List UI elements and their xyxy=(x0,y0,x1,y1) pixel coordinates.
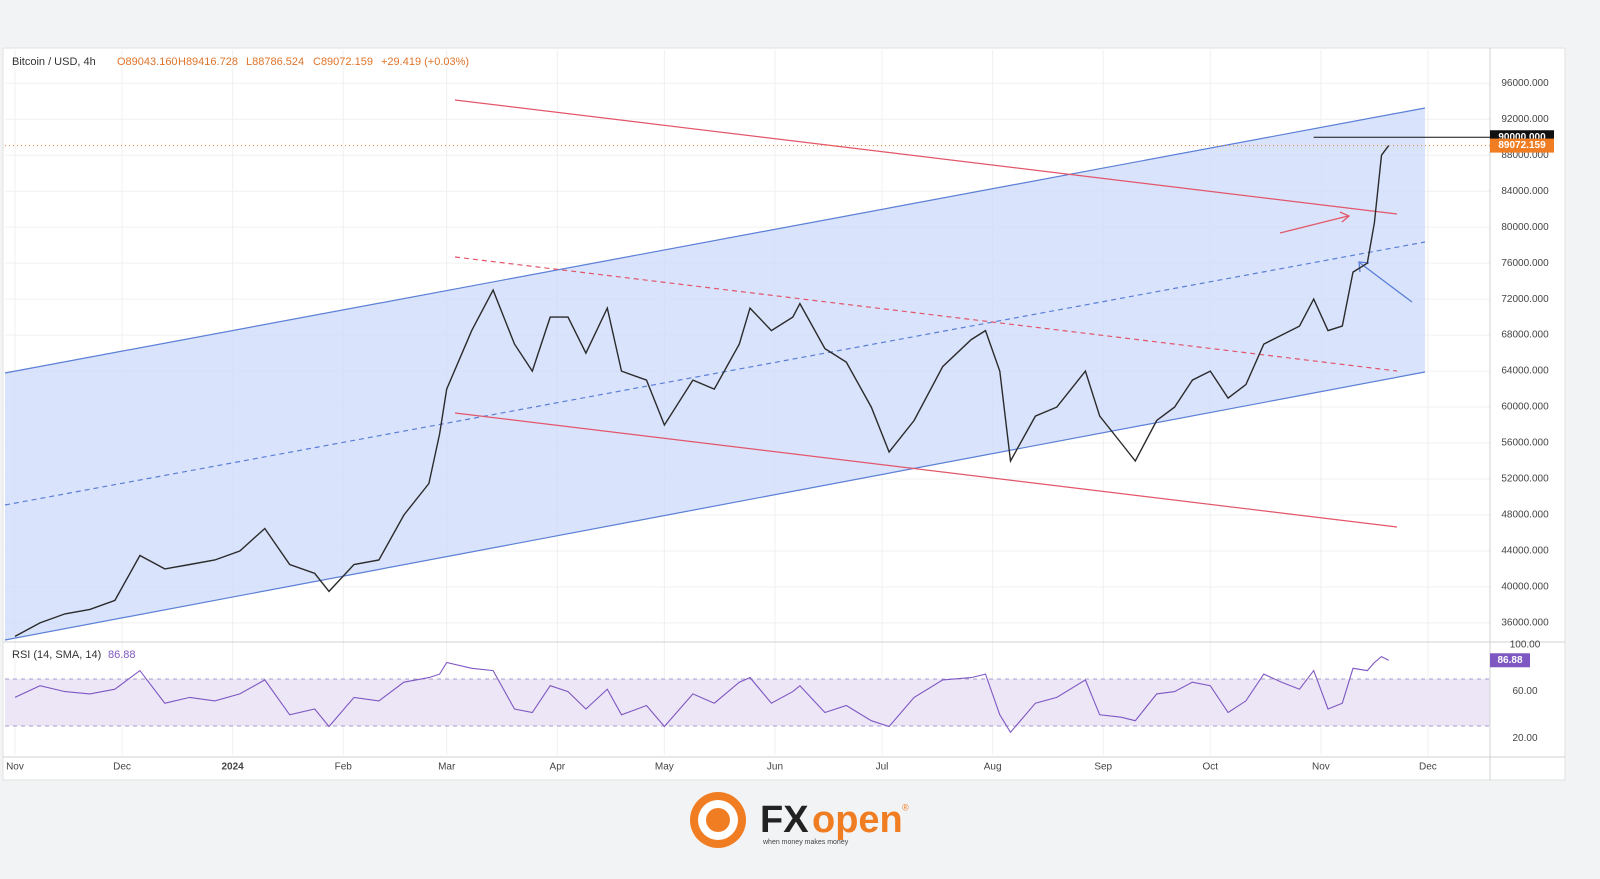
x-tick-label: Nov xyxy=(1312,762,1330,773)
plot xyxy=(5,136,1490,734)
arrow-red-head xyxy=(1339,211,1351,223)
x-tick-label: Aug xyxy=(984,762,1002,773)
x-tick-label: Sep xyxy=(1094,762,1112,773)
y-tick-label: 48000.000 xyxy=(1501,510,1549,521)
y-tick-label: 72000.000 xyxy=(1501,294,1549,305)
change: +29.419 (+0.03%) xyxy=(381,56,469,68)
logo-open: open xyxy=(812,799,903,841)
y-tick-label: 36000.000 xyxy=(1501,618,1549,629)
y-tick-label: 64000.000 xyxy=(1501,366,1549,377)
y-tick-label: 92000.000 xyxy=(1501,114,1549,125)
y-tick-label: 100.00 xyxy=(1510,640,1541,651)
y-tick-label: 76000.000 xyxy=(1501,258,1549,269)
y-tick-label: 60000.000 xyxy=(1501,402,1549,413)
x-tick-label: Jul xyxy=(876,762,889,773)
y-tick-label: 56000.000 xyxy=(1501,438,1549,449)
x-tick-label: 2024 xyxy=(222,762,245,773)
close: C89072.159 xyxy=(313,56,373,68)
logo-fx: FX xyxy=(760,799,809,841)
symbol: Bitcoin / USD, 4h xyxy=(12,56,96,68)
open: O89043.160 xyxy=(117,56,178,68)
rsi-tag-label: 86.88 xyxy=(1497,655,1522,666)
x-tick-label: Nov xyxy=(6,762,24,773)
rsi-band xyxy=(5,679,1490,726)
x-tick-label: Jun xyxy=(767,762,783,773)
rsi-tag xyxy=(1490,653,1530,668)
y-tick-label: 20.00 xyxy=(1512,733,1537,744)
rsi-line xyxy=(14,655,1389,734)
x-tick-label: Dec xyxy=(113,762,131,773)
arrow-blue xyxy=(1359,262,1413,303)
x-tick-label: Dec xyxy=(1419,762,1437,773)
rsi-value: 86.88 xyxy=(108,649,136,661)
channel-mid xyxy=(4,241,1426,506)
logo-tagline: when money makes money xyxy=(762,839,849,846)
y-tick-label: 52000.000 xyxy=(1501,474,1549,485)
x-tick-label: Feb xyxy=(335,762,353,773)
trend-lower xyxy=(454,412,1398,528)
logo-reg: ® xyxy=(902,802,909,812)
y-tick-label: 68000.000 xyxy=(1501,330,1549,341)
y-tick-label: 44000.000 xyxy=(1501,546,1549,557)
high: H89416.728 xyxy=(178,56,238,68)
y-tick-label: 84000.000 xyxy=(1501,186,1549,197)
level-tag-label: 90000.000 xyxy=(1498,132,1546,143)
y-tick-label: 80000.000 xyxy=(1501,222,1549,233)
y-tick-label: 88000.000 xyxy=(1501,150,1549,161)
x-tick-label: Mar xyxy=(438,762,456,773)
logo-icon-core xyxy=(706,808,730,832)
low: L88786.524 xyxy=(246,56,304,68)
price-line xyxy=(14,145,1390,638)
x-tick-label: Apr xyxy=(550,762,566,773)
channel-upper xyxy=(4,107,1426,374)
y-tick-label: 40000.000 xyxy=(1501,582,1549,593)
last-price-tag xyxy=(1490,138,1554,153)
channel-lower xyxy=(4,371,1426,641)
y-tick-label: 60.00 xyxy=(1512,686,1537,697)
x-tick-label: Oct xyxy=(1202,762,1218,773)
trend-upper xyxy=(454,99,1398,215)
x-tick-label: May xyxy=(655,762,674,773)
y-tick-label: 96000.000 xyxy=(1501,78,1549,89)
last-price-tag-label: 89072.159 xyxy=(1498,140,1546,151)
rsi-title: RSI (14, SMA, 14) xyxy=(12,649,101,661)
arrow-red xyxy=(1279,215,1349,234)
